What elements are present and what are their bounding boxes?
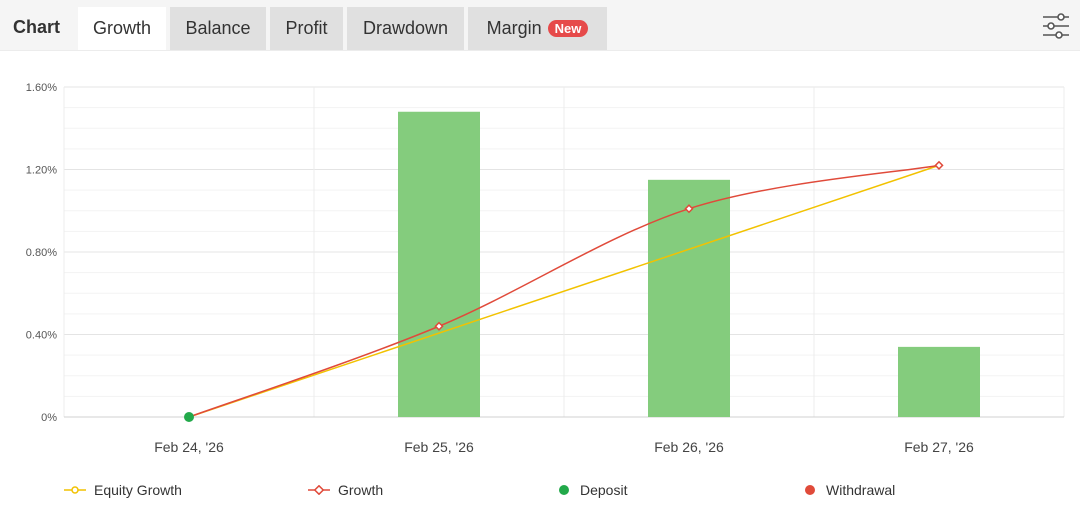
sliders-icon[interactable]	[1040, 10, 1072, 42]
new-badge: New	[547, 20, 589, 37]
legend-withdrawal[interactable]: Withdrawal	[804, 482, 895, 498]
tab-profit[interactable]: Profit	[270, 7, 343, 50]
legend-deposit[interactable]: Deposit	[558, 482, 627, 498]
tab-balance-label: Balance	[185, 18, 251, 38]
equity-growth-legend-icon	[64, 486, 86, 494]
y-tick-label: 0%	[41, 412, 57, 424]
chart-label: Chart	[13, 17, 61, 37]
y-tick-label: 1.60%	[26, 82, 57, 94]
tab-bar: Chart Growth Balance Profit Drawdown Mar…	[0, 0, 1080, 51]
growth-bar	[648, 179, 730, 417]
tab-balance[interactable]: Balance	[170, 7, 266, 50]
deposit-legend-icon	[559, 485, 569, 495]
legend-equity-growth-label: Equity Growth	[94, 482, 182, 498]
growth-bar	[898, 346, 980, 417]
x-tick-label: Feb 25, '26	[404, 439, 474, 455]
legend-equity-growth[interactable]: Equity Growth	[64, 482, 182, 498]
legend-withdrawal-label: Withdrawal	[826, 482, 896, 498]
growth-legend-icon	[308, 485, 330, 495]
growth-point	[934, 160, 944, 170]
growth-line	[188, 164, 940, 418]
x-tick-label: Feb 27, '26	[904, 439, 974, 455]
growth-point	[684, 204, 694, 214]
tab-growth-label: Growth	[92, 18, 152, 38]
equity-growth-line	[188, 164, 940, 418]
legend-growth-label: Growth	[338, 482, 384, 498]
y-tick-label: 0.80%	[26, 247, 57, 259]
legend-growth[interactable]: Growth	[308, 482, 383, 498]
tab-growth[interactable]: Growth	[78, 7, 166, 50]
growth-point	[434, 321, 444, 331]
growth-chart: 0% 0.40% 0.80% 1.20% 1.60% Feb 24, '26 Feb 25,…	[26, 82, 1065, 455]
legend-deposit-label: Deposit	[580, 482, 628, 498]
withdrawal-legend-icon	[805, 485, 815, 495]
x-tick-label: Feb 24, '26	[154, 439, 224, 455]
growth-bar	[398, 111, 480, 417]
tab-margin-label: Margin	[486, 18, 542, 38]
y-tick-label: 1.20%	[26, 165, 57, 177]
tab-drawdown-label: Drawdown	[362, 18, 449, 38]
x-tick-label: Feb 26, '26	[654, 439, 724, 455]
y-tick-label: 0.40%	[26, 330, 57, 342]
tab-profit-label: Profit	[285, 18, 328, 38]
tab-drawdown[interactable]: Drawdown	[347, 7, 464, 50]
deposit-marker	[184, 412, 194, 422]
tab-margin[interactable]: Margin New	[468, 7, 607, 50]
